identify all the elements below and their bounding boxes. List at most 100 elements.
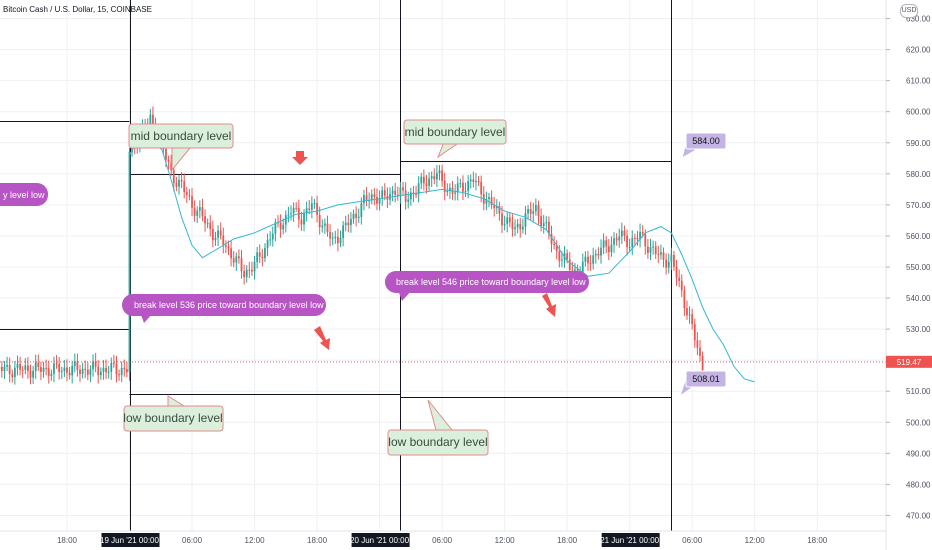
candle-body	[394, 190, 397, 195]
price-label-508[interactable]: 508.01	[679, 370, 727, 398]
price-axis[interactable]: 470.00480.00490.00500.00510.00520.00530.…	[886, 15, 931, 521]
candle-body	[34, 362, 37, 371]
candle-body	[97, 366, 100, 376]
red-down-arrow-top	[292, 151, 308, 165]
currency-button[interactable]: USD	[900, 4, 918, 18]
note-low-boundary-2-text: low boundary level	[388, 435, 487, 449]
x-tick-highlight	[101, 533, 160, 547]
candle-body	[21, 369, 24, 371]
candle-body	[3, 366, 6, 372]
candle-body	[555, 245, 558, 252]
x-tick-label: 06:00	[182, 536, 203, 545]
note-low-boundary-2[interactable]: low boundary level	[387, 399, 489, 456]
candle-body	[232, 258, 235, 263]
candle-body	[449, 187, 451, 191]
candle-body	[425, 183, 428, 186]
candle-body	[149, 114, 152, 124]
candle-body	[485, 199, 488, 204]
candle-body	[115, 363, 118, 375]
price-label-584[interactable]: 584.00	[681, 132, 727, 160]
candle-body	[646, 246, 649, 253]
candle-body	[235, 256, 238, 263]
candle-body	[251, 269, 253, 272]
candle-body	[508, 217, 511, 223]
candle-body	[227, 246, 230, 249]
candle-body	[50, 373, 53, 376]
candle-body	[550, 233, 553, 244]
candle-body	[238, 256, 240, 259]
candle-body	[467, 181, 470, 191]
candle-body	[633, 237, 636, 239]
candle-body	[368, 200, 371, 202]
candle-body	[623, 230, 626, 236]
y-tick-label: 580.00	[906, 170, 931, 179]
candle-body	[660, 252, 662, 255]
time-axis[interactable]: 18:00 19 Jun '21 00:00 06:00 12:00 18:00 20 J…	[57, 533, 828, 547]
candle-body	[620, 230, 623, 237]
x-tick-label: 06:00	[682, 536, 703, 545]
candle-body	[475, 181, 477, 183]
note-break-536[interactable]: break level 536 price toward boundary le…	[122, 294, 326, 323]
candle-body	[363, 195, 365, 204]
candle-body	[316, 203, 318, 215]
candle-body	[662, 252, 665, 260]
candle-body	[253, 261, 256, 272]
candle-body	[519, 223, 522, 230]
candle-body	[464, 190, 467, 192]
candle-body	[269, 239, 272, 241]
candle-body	[540, 216, 542, 227]
y-tick-label: 590.00	[906, 139, 931, 148]
moving-average-line	[129, 126, 755, 383]
candle-body	[290, 213, 292, 215]
note-mid-boundary-2[interactable]: mid boundary level	[403, 119, 507, 159]
current-price-label-text: 519.47	[897, 358, 922, 367]
candle-body	[16, 363, 19, 368]
candle-body	[170, 162, 173, 171]
current-price-label: 519.47	[886, 355, 932, 368]
candle-body	[274, 222, 277, 234]
y-tick-label: 620.00	[906, 46, 931, 55]
candle-body	[313, 203, 316, 205]
candle-body	[128, 151, 131, 373]
candle-body	[152, 114, 154, 126]
candle-body	[493, 205, 496, 209]
candle-body	[11, 374, 14, 378]
x-tick-label: 18:00	[307, 536, 328, 545]
candle-body	[516, 223, 519, 228]
candle-body	[532, 211, 535, 214]
note-mid-boundary-1[interactable]: mid boundary level	[128, 123, 234, 172]
candle-body	[407, 199, 410, 202]
candle-body	[350, 218, 352, 226]
candle-body	[180, 179, 183, 182]
x-tick-label: 06:00	[432, 536, 453, 545]
candle-body	[329, 232, 331, 239]
candle-body	[652, 246, 655, 248]
candle-body	[402, 187, 404, 191]
candle-body	[417, 183, 420, 195]
candle-body	[618, 236, 621, 241]
candle-body	[548, 221, 550, 234]
candle-body	[456, 183, 459, 193]
candle-body	[305, 208, 308, 214]
note-mid-boundary-1-text: mid boundary level	[131, 129, 232, 143]
candle-body	[584, 256, 587, 262]
y-tick-label: 610.00	[906, 77, 931, 86]
price-label-508-text: 508.01	[692, 374, 720, 384]
x-tick-label: 18:00	[807, 536, 828, 545]
candle-body	[66, 367, 68, 373]
candle-body	[175, 182, 178, 187]
candle-body	[605, 240, 608, 247]
candle-body	[373, 194, 376, 197]
y-tick-label: 560.00	[906, 232, 931, 241]
y-tick-label: 500.00	[906, 418, 931, 427]
candle-body	[443, 180, 446, 193]
candle-body	[303, 213, 305, 225]
candle-body	[365, 195, 368, 201]
note-break-546[interactable]: break level 546 price toward boundary le…	[385, 271, 589, 301]
note-boundary-level-low-partial[interactable]: y level low	[0, 183, 48, 206]
candle-body	[553, 243, 556, 246]
note-low-boundary-1[interactable]: low boundary level	[123, 395, 224, 432]
candle-body	[92, 361, 94, 370]
candle-body	[248, 269, 251, 271]
